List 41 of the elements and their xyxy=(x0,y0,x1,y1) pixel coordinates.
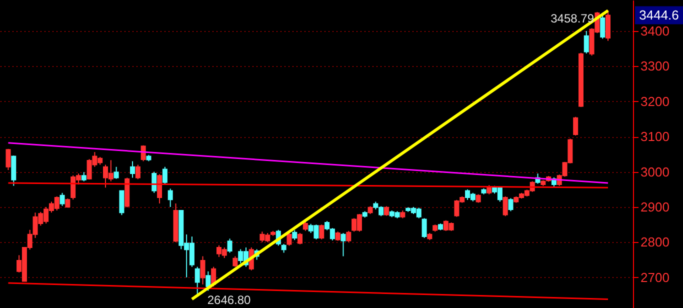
candlestick xyxy=(286,232,292,246)
candlestick xyxy=(114,166,119,180)
candlestick xyxy=(298,232,303,245)
candlestick xyxy=(335,231,340,242)
candlestick xyxy=(157,174,162,204)
candlestick xyxy=(606,10,611,42)
candlestick xyxy=(162,166,168,185)
y-tick-label: 2700 xyxy=(640,270,670,285)
candlestick xyxy=(81,172,86,182)
candlestick xyxy=(502,196,508,217)
annotation: 3458.79 xyxy=(550,11,594,26)
y-tick-label: 3100 xyxy=(640,129,670,144)
candlestick xyxy=(119,190,124,216)
candlestick xyxy=(319,224,324,240)
text: 3444.6 xyxy=(639,7,679,22)
candlestick xyxy=(422,218,427,238)
candlestick xyxy=(227,238,232,254)
candlestick xyxy=(584,30,589,54)
y-tick-label: 3200 xyxy=(640,94,670,109)
candlestick xyxy=(340,232,346,257)
y-tick-label: 3000 xyxy=(640,164,670,180)
y-tick-label: 3400 xyxy=(640,23,670,38)
y-tick-label: 3300 xyxy=(640,58,670,74)
candlestick xyxy=(130,160,136,178)
candlestick xyxy=(135,164,140,180)
candlestick xyxy=(232,256,238,268)
candlestick xyxy=(200,256,206,285)
candlestick xyxy=(6,148,11,171)
candlestick xyxy=(508,198,514,212)
candlestick xyxy=(11,155,16,186)
candlestick xyxy=(60,192,65,206)
candlestick xyxy=(168,188,173,208)
candlestick xyxy=(292,230,298,241)
annotation: 2646.80 xyxy=(207,293,252,308)
candlestick xyxy=(152,171,157,194)
candlestick xyxy=(573,116,578,136)
candlestick xyxy=(346,230,352,243)
y-tick-label: 2900 xyxy=(640,199,670,214)
candlestick xyxy=(384,206,389,216)
y-tick-label: 2800 xyxy=(640,234,670,250)
candlestick xyxy=(302,221,308,232)
